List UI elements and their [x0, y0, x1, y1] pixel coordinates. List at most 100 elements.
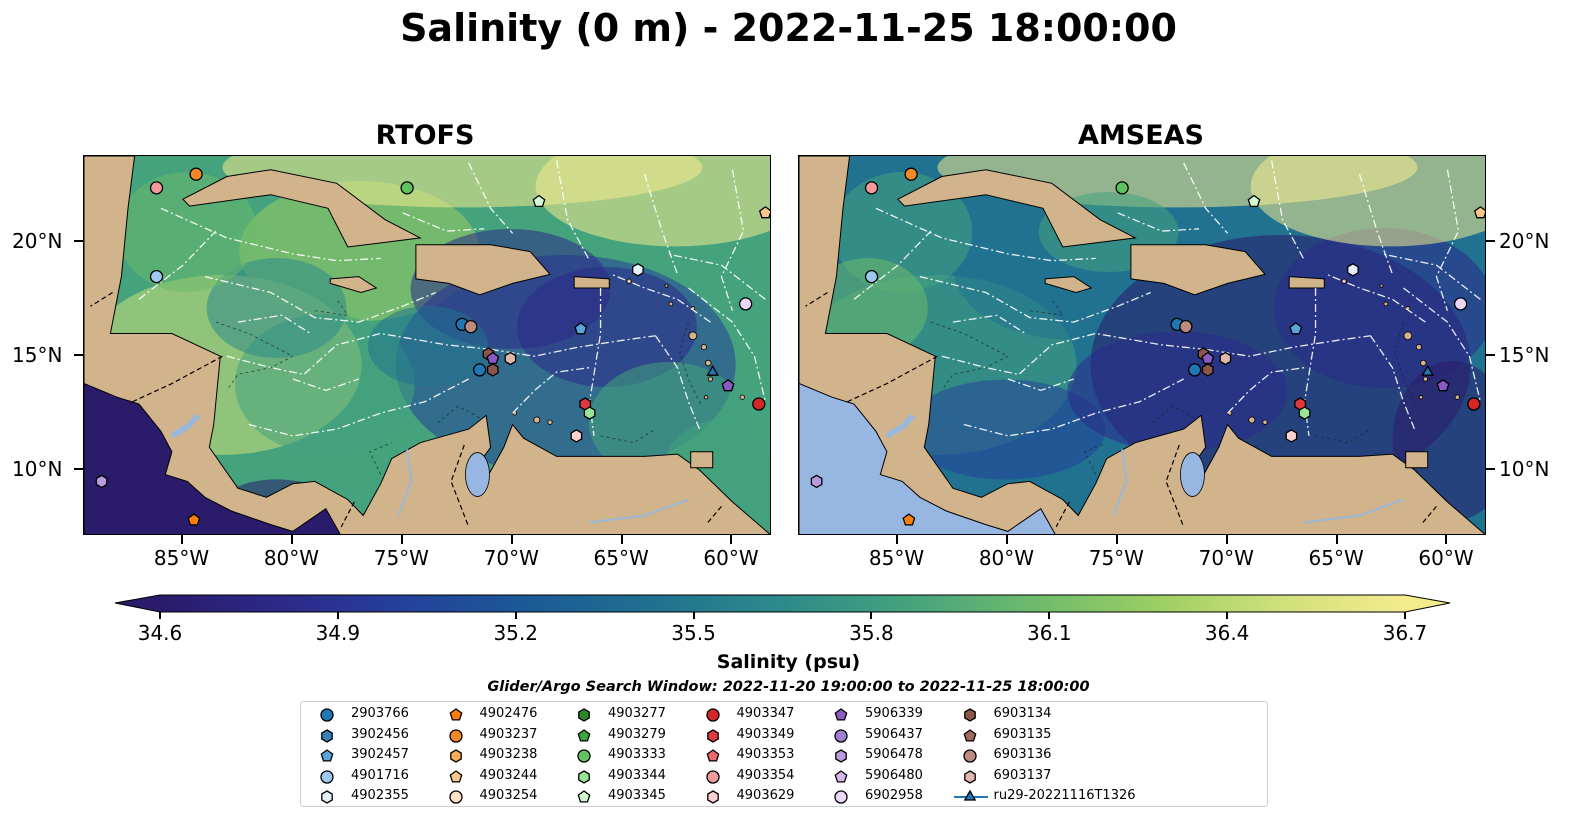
legend-marker — [963, 728, 976, 742]
float-marker[interactable] — [464, 320, 478, 334]
float-marker[interactable] — [1298, 406, 1311, 420]
legend-marker-shape[interactable] — [577, 728, 591, 742]
float-marker[interactable] — [904, 167, 918, 181]
legend-marker-shape[interactable] — [962, 749, 977, 763]
float-marker[interactable] — [1285, 429, 1298, 443]
legend-label: 4902476 — [479, 706, 538, 721]
float-marker[interactable] — [95, 474, 108, 489]
float-marker[interactable] — [758, 206, 771, 219]
legend-marker-shape[interactable] — [448, 790, 463, 804]
land-hispaniola — [415, 244, 551, 296]
legend-marker — [963, 769, 976, 784]
float-marker[interactable] — [902, 513, 916, 526]
legend-marker — [706, 749, 719, 762]
legend-marker-shape[interactable] — [320, 749, 334, 762]
colorbar-tick-label: 36.7 — [1382, 621, 1428, 645]
legend-marker-shape[interactable] — [320, 769, 334, 784]
legend-marker-shape[interactable] — [834, 769, 848, 783]
map-panel-rtofs[interactable] — [83, 155, 771, 535]
float-marker[interactable] — [706, 364, 719, 376]
lon-tick-label: 60°W — [703, 546, 759, 570]
lat-tick-label-left: 10°N — [12, 457, 63, 481]
legend-marker-shape[interactable] — [963, 728, 976, 742]
float-marker[interactable] — [189, 167, 203, 181]
legend-label: 4903345 — [608, 788, 666, 803]
float-marker[interactable] — [570, 429, 583, 443]
float-marker[interactable] — [583, 406, 596, 420]
lon-tick-label: 85°W — [153, 546, 210, 570]
float-marker[interactable] — [187, 513, 201, 526]
legend-label: ru29-20221116T1326 — [993, 788, 1136, 803]
float-marker[interactable] — [486, 363, 499, 377]
legend-marker — [449, 708, 462, 721]
float-marker[interactable] — [1115, 181, 1129, 195]
float-marker[interactable] — [1289, 322, 1303, 335]
float-marker[interactable] — [1347, 263, 1359, 277]
float-marker[interactable] — [864, 181, 879, 195]
colorbar-tick — [514, 612, 517, 619]
float-marker[interactable] — [574, 322, 588, 335]
legend-marker-shape[interactable] — [448, 728, 463, 743]
float-marker[interactable] — [1201, 363, 1214, 377]
legend-marker-shape[interactable] — [706, 728, 719, 743]
legend-label: 4903254 — [479, 788, 538, 803]
float-marker[interactable] — [149, 181, 164, 195]
legend-marker-shape[interactable] — [577, 790, 591, 803]
legend-marker-shape[interactable] — [963, 789, 976, 801]
legend-marker-shape[interactable] — [834, 708, 848, 721]
float-marker[interactable] — [400, 181, 414, 195]
lon-tick — [290, 535, 293, 544]
float-marker[interactable] — [1421, 364, 1434, 376]
legend-marker-shape[interactable] — [321, 790, 333, 804]
colorbar-tick-label: 35.2 — [493, 621, 538, 645]
float-marker[interactable] — [504, 351, 517, 366]
float-marker[interactable] — [532, 194, 546, 208]
lon-tick-label: 80°W — [978, 546, 1035, 570]
float-marker[interactable] — [810, 474, 823, 489]
float-marker[interactable] — [1473, 206, 1486, 219]
float-marker[interactable] — [632, 263, 644, 277]
legend-marker-shape[interactable] — [578, 769, 590, 784]
legend-marker-shape[interactable] — [963, 769, 976, 784]
float-marker[interactable] — [721, 378, 735, 392]
map-panel-amseas[interactable] — [798, 155, 1486, 535]
lat-tick-label-right: 15°N — [1499, 343, 1550, 368]
legend-label: 4903347 — [736, 706, 795, 721]
float-marker[interactable] — [473, 363, 487, 377]
float-marker[interactable] — [1247, 194, 1261, 208]
legend-marker — [449, 769, 462, 783]
legend-marker-shape[interactable] — [321, 728, 333, 743]
legend-marker-shape[interactable] — [449, 769, 462, 783]
legend-marker-shape[interactable] — [705, 769, 720, 784]
float-marker[interactable] — [1179, 320, 1193, 334]
float-marker[interactable] — [1436, 378, 1450, 392]
lat-tick-label-right: 10°N — [1499, 457, 1550, 481]
legend-marker-shape[interactable] — [449, 708, 462, 721]
colorbar-tick-label: 34.9 — [315, 621, 361, 645]
legend-marker-shape[interactable] — [578, 708, 590, 722]
legend-marker-shape[interactable] — [834, 790, 848, 804]
float-marker[interactable] — [1188, 363, 1202, 377]
lon-tick — [1335, 535, 1338, 544]
legend-label: 3902457 — [351, 747, 409, 762]
float-marker[interactable] — [752, 397, 766, 411]
legend-label: 6903134 — [993, 706, 1052, 721]
float-marker[interactable] — [1453, 297, 1468, 311]
float-marker[interactable] — [149, 269, 164, 284]
legend-marker-shape[interactable] — [577, 749, 591, 763]
legend-label: 6903136 — [993, 747, 1052, 762]
float-marker[interactable] — [1219, 351, 1232, 366]
legend-marker-shape[interactable] — [705, 708, 720, 722]
legend-marker-shape[interactable] — [963, 708, 976, 722]
legend-marker-shape[interactable] — [706, 749, 719, 762]
legend-marker-shape[interactable] — [706, 790, 719, 804]
float-marker[interactable] — [738, 297, 753, 311]
legend-marker-shape[interactable] — [449, 749, 462, 763]
colorbar-tick-label: 34.6 — [137, 621, 183, 645]
float-marker[interactable] — [864, 269, 879, 284]
legend-marker-shape[interactable] — [835, 749, 847, 763]
legend-marker-shape[interactable] — [834, 728, 848, 743]
float-marker[interactable] — [1467, 397, 1481, 411]
legend-marker-shape[interactable] — [320, 708, 334, 722]
lat-tick-label-left: 15°N — [12, 343, 63, 368]
